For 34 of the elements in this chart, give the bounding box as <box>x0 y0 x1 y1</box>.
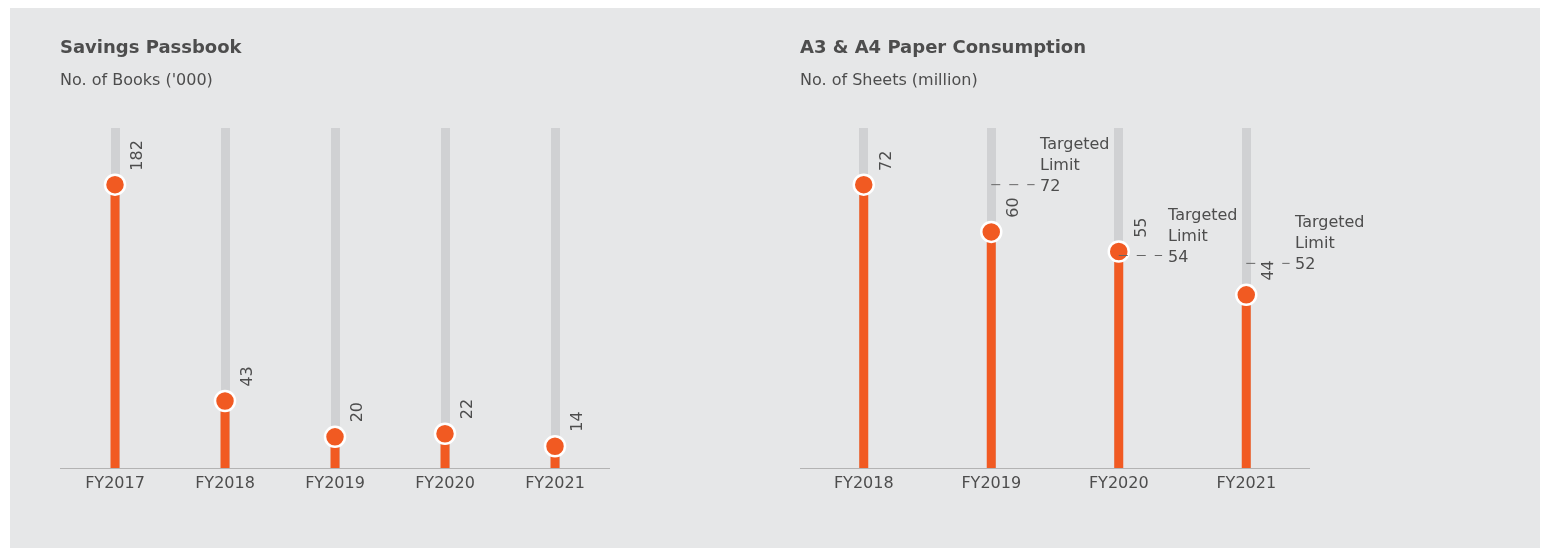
point <box>980 220 1003 244</box>
point <box>852 173 875 196</box>
data-label: 60 <box>1002 197 1022 218</box>
point <box>543 434 567 458</box>
ref-line-label: Targeted Limit 54 <box>1167 205 1238 266</box>
point <box>213 389 237 413</box>
data-label: 55 <box>1130 217 1150 238</box>
x-tick-label: FY2020 <box>415 473 475 493</box>
chart-title: Savings Passbook <box>60 36 242 57</box>
data-label: 20 <box>346 402 366 423</box>
point <box>433 422 457 445</box>
chart-subtitle: No. of Sheets (million) <box>800 70 978 89</box>
data-label: 182 <box>127 140 147 171</box>
ref-line-label: Targeted Limit 52 <box>1294 212 1365 273</box>
ref-line-label: Targeted Limit 72 <box>1039 134 1110 195</box>
x-tick-label: FY2019 <box>305 473 365 493</box>
x-tick-label: FY2018 <box>833 473 894 493</box>
point <box>1235 283 1258 307</box>
point <box>323 425 347 449</box>
x-tick-label: FY2017 <box>85 473 145 493</box>
x-tick-label: FY2018 <box>195 473 255 493</box>
chart-subtitle: No. of Books ('000) <box>60 70 213 89</box>
x-tick-label: FY2021 <box>525 473 585 493</box>
data-label: 44 <box>1257 260 1277 281</box>
x-tick-label: FY2021 <box>1216 473 1277 493</box>
data-label: 72 <box>875 150 895 171</box>
x-tick-label: FY2019 <box>961 473 1022 493</box>
data-label: 22 <box>456 398 476 420</box>
x-tick-label: FY2020 <box>1088 473 1149 493</box>
chart-title: A3 & A4 Paper Consumption <box>800 36 1087 57</box>
point <box>1107 240 1130 263</box>
point <box>103 173 127 196</box>
data-label: 43 <box>237 366 257 387</box>
data-label: 14 <box>567 411 587 432</box>
